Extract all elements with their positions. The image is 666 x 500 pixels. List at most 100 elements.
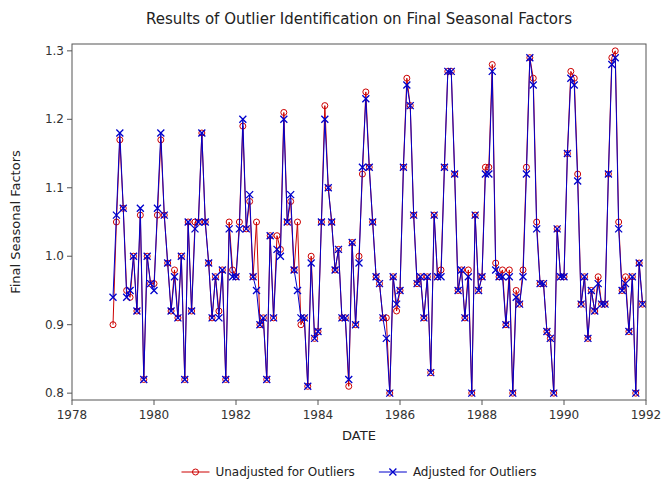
- point: [414, 280, 421, 287]
- point: [174, 314, 181, 321]
- point: [516, 301, 523, 308]
- point: [496, 273, 503, 280]
- point: [578, 301, 585, 308]
- plot-frame: [72, 44, 646, 400]
- point: [315, 328, 322, 335]
- point: [352, 321, 359, 328]
- point: [540, 280, 547, 287]
- tick-label: 1.2: [45, 112, 64, 126]
- point: [287, 191, 294, 198]
- point: [509, 390, 516, 397]
- point: [127, 287, 134, 294]
- point: [192, 225, 199, 232]
- point: [376, 280, 383, 287]
- legend-item: Unadjusted for Outliers: [181, 465, 354, 479]
- point: [369, 219, 376, 226]
- point: [632, 390, 639, 397]
- axis-label: DATE: [342, 428, 376, 443]
- tick: [67, 187, 72, 188]
- tick-label: 1.0: [45, 249, 64, 263]
- point: [335, 246, 342, 253]
- point: [172, 267, 178, 273]
- point: [455, 287, 462, 294]
- point: [404, 75, 410, 81]
- point: [168, 308, 175, 315]
- point: [564, 150, 571, 157]
- point: [226, 225, 233, 232]
- point: [489, 68, 496, 75]
- point: [502, 321, 509, 328]
- point: [301, 314, 308, 321]
- point: [475, 287, 482, 294]
- tick: [400, 400, 401, 405]
- point: [356, 260, 363, 267]
- point: [557, 273, 564, 280]
- point: [328, 219, 335, 226]
- point: [171, 273, 178, 280]
- point: [322, 103, 328, 109]
- point: [479, 273, 486, 280]
- tick-label: 1978: [57, 408, 88, 422]
- point: [506, 273, 513, 280]
- point: [431, 212, 438, 219]
- point: [157, 130, 164, 137]
- point: [458, 266, 465, 273]
- point: [332, 266, 339, 273]
- point: [116, 130, 123, 137]
- point: [438, 273, 445, 280]
- point: [612, 48, 618, 54]
- point: [543, 328, 550, 335]
- point: [513, 287, 519, 293]
- tick: [236, 400, 237, 405]
- point: [277, 253, 284, 260]
- point: [636, 260, 643, 267]
- point: [390, 273, 397, 280]
- point: [468, 390, 475, 397]
- point: [147, 280, 154, 287]
- legend-label: Unadjusted for Outliers: [215, 465, 354, 479]
- point: [523, 171, 530, 178]
- point: [140, 376, 147, 383]
- point: [267, 232, 274, 239]
- point: [424, 273, 431, 280]
- point: [602, 301, 609, 308]
- point: [297, 314, 304, 321]
- point: [195, 219, 202, 226]
- point: [188, 308, 195, 315]
- point: [263, 376, 270, 383]
- point: [489, 62, 495, 68]
- point: [420, 314, 427, 321]
- point: [236, 225, 243, 232]
- point: [185, 219, 192, 226]
- tick-label: 1984: [303, 408, 334, 422]
- point: [595, 280, 602, 287]
- point: [274, 246, 281, 253]
- tick-label: 1992: [631, 408, 662, 422]
- point: [294, 287, 301, 294]
- point: [441, 164, 448, 171]
- point: [550, 390, 557, 397]
- point: [571, 82, 578, 89]
- series: [110, 48, 646, 396]
- tick-label: 1.3: [45, 44, 64, 58]
- tick-label: 0.8: [45, 386, 64, 400]
- point: [608, 61, 615, 68]
- point: [485, 171, 492, 178]
- point: [338, 314, 345, 321]
- point: [444, 68, 451, 75]
- point: [591, 308, 598, 315]
- point: [226, 219, 232, 225]
- point: [209, 314, 216, 321]
- point: [383, 335, 390, 342]
- point: [472, 212, 479, 219]
- point: [625, 328, 632, 335]
- point: [410, 212, 417, 219]
- point: [397, 287, 404, 294]
- point: [120, 205, 127, 212]
- point: [461, 314, 468, 321]
- tick: [67, 50, 72, 51]
- point: [205, 260, 212, 267]
- point: [530, 82, 537, 89]
- tick: [67, 393, 72, 394]
- tick: [482, 400, 483, 405]
